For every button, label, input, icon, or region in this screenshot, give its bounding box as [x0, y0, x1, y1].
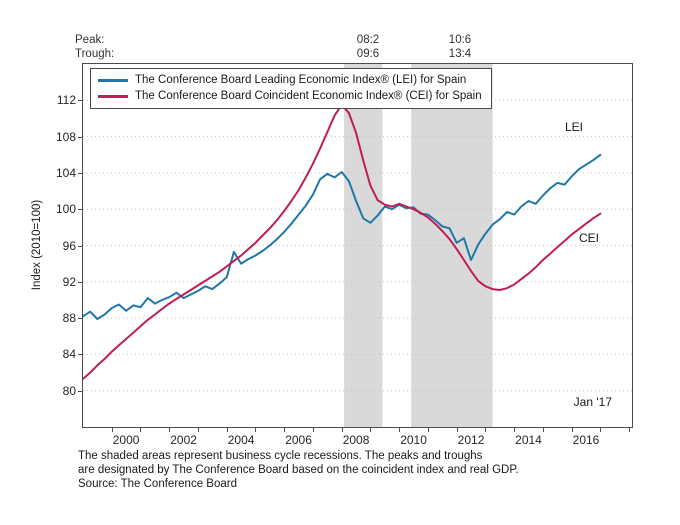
- y-tick-label-100: 100: [55, 202, 76, 217]
- cei-line: [83, 103, 602, 380]
- y-axis-title: Index (2010=100): [31, 199, 43, 291]
- x-tick-mark-2013: [485, 428, 487, 432]
- x-tick-mark-2018: [629, 428, 631, 432]
- trough-value-recession-2: 13:4: [448, 48, 472, 60]
- legend-item-lei: The Conference Board Leading Economic In…: [98, 72, 482, 88]
- x-tick-mark-2002: [169, 428, 171, 432]
- y-tick-mark-108: [78, 136, 82, 138]
- y-tick-label-92: 92: [62, 274, 76, 289]
- x-tick-mark-2014: [514, 428, 516, 432]
- x-tick-mark-2009: [370, 428, 372, 432]
- x-tick-mark-2000: [111, 428, 113, 432]
- y-tick-mark-88: [78, 318, 82, 320]
- trough-row-label: Trough:: [75, 48, 115, 60]
- x-tick-mark-2008: [341, 428, 343, 432]
- x-tick-mark-2005: [255, 428, 257, 432]
- y-tick-mark-100: [78, 209, 82, 211]
- peak-row-label: Peak:: [75, 34, 105, 46]
- x-tick-mark-2001: [140, 428, 142, 432]
- legend-item-cei: The Conference Board Coincident Economic…: [98, 88, 482, 104]
- trough-value-recession-1: 09:6: [356, 48, 380, 60]
- y-tick-label-108: 108: [55, 129, 76, 144]
- x-tick-label-2014: 2014: [515, 433, 542, 447]
- x-tick-label-2006: 2006: [285, 433, 312, 447]
- lei-line: [83, 153, 602, 320]
- chart-canvas: [83, 64, 632, 427]
- y-tick-mark-84: [78, 354, 82, 356]
- y-tick-label-88: 88: [62, 311, 76, 326]
- x-tick-mark-2010: [399, 428, 401, 432]
- x-tick-label-2000: 2000: [112, 433, 140, 447]
- y-tick-label-96: 96: [62, 238, 76, 253]
- y-tick-mark-112: [78, 100, 82, 102]
- series-label-lei: LEI: [564, 120, 583, 134]
- legend-label-lei: The Conference Board Leading Economic In…: [135, 74, 467, 86]
- x-tick-label-2016: 2016: [572, 433, 600, 447]
- y-tick-mark-92: [78, 281, 82, 283]
- x-tick-mark-2016: [571, 428, 573, 432]
- y-tick-mark-104: [78, 172, 82, 174]
- x-tick-mark-2007: [312, 428, 314, 432]
- x-tick-mark-2011: [427, 428, 429, 432]
- x-tick-label-2008: 2008: [342, 433, 370, 447]
- x-tick-mark-2003: [197, 428, 199, 432]
- legend-label-cei: The Conference Board Coincident Economic…: [135, 90, 482, 102]
- y-tick-label-112: 112: [56, 93, 76, 108]
- plot-area: The Conference Board Leading Economic In…: [82, 63, 633, 428]
- legend: The Conference Board Leading Economic In…: [90, 68, 492, 109]
- footnote: The shaded areas represent business cycl…: [78, 449, 519, 491]
- y-tick-mark-80: [78, 390, 82, 392]
- series-label-cei: CEI: [578, 231, 599, 245]
- x-tick-label-2012: 2012: [457, 433, 485, 447]
- x-tick-label-2010: 2010: [400, 433, 427, 447]
- footnote-line-3: Source: The Conference Board: [78, 478, 237, 490]
- cei-line-swatch: [98, 94, 128, 98]
- x-tick-mark-2015: [542, 428, 544, 432]
- x-tick-mark-2004: [226, 428, 228, 432]
- x-tick-label-2002: 2002: [170, 433, 197, 447]
- x-tick-mark-2012: [456, 428, 458, 432]
- y-tick-label-84: 84: [62, 347, 76, 362]
- y-tick-label-104: 104: [55, 165, 76, 180]
- footnote-line-2: are designated by The Conference Board b…: [78, 464, 519, 476]
- last-point-label: Jan '17: [573, 395, 612, 409]
- x-tick-mark-2017: [600, 428, 602, 432]
- peak-value-recession-1: 08:2: [356, 34, 380, 46]
- y-tick-mark-96: [78, 245, 82, 247]
- lei-line-swatch: [98, 78, 128, 82]
- footnote-line-1: The shaded areas represent business cycl…: [78, 450, 483, 462]
- peak-value-recession-2: 10:6: [448, 34, 472, 46]
- x-tick-label-2004: 2004: [227, 433, 255, 447]
- x-tick-mark-2006: [284, 428, 286, 432]
- y-tick-label-80: 80: [62, 383, 76, 398]
